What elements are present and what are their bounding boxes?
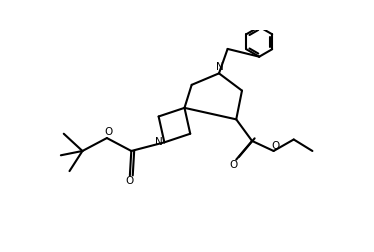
Text: O: O — [272, 141, 280, 151]
Text: N: N — [155, 137, 163, 147]
Text: O: O — [125, 176, 134, 186]
Text: O: O — [104, 127, 113, 137]
Text: N: N — [216, 62, 223, 72]
Text: O: O — [230, 160, 238, 170]
